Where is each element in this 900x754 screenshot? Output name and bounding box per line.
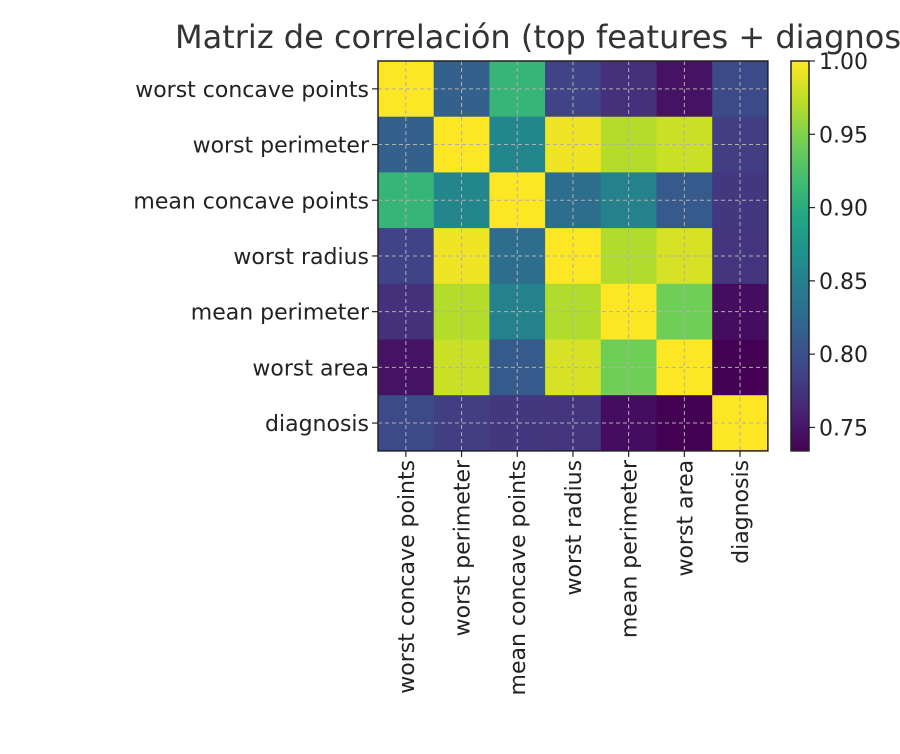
colorbar-tick-label: 1.00	[819, 50, 868, 75]
column-tick-label: worst perimeter	[451, 459, 476, 636]
colorbar-tick-label: 0.85	[819, 270, 868, 295]
column-tick-label: worst concave points	[395, 460, 420, 694]
chart-title: Matriz de correlación (top features + di…	[175, 18, 900, 56]
row-tick-label: worst concave points	[135, 78, 369, 103]
row-tick-labels: worst concave points worst perimeter mean …	[133, 78, 378, 437]
heatmap-gridlines	[378, 61, 768, 451]
heatmap-cell	[656, 339, 713, 396]
colorbar	[790, 60, 810, 452]
row-tick-label: diagnosis	[265, 412, 369, 437]
row-tick-label: worst perimeter	[193, 134, 370, 159]
colorbar-ticks: 0.75 0.80 0.85 0.90 0.95 1.00	[809, 50, 868, 441]
colorbar-tick-label: 0.75	[819, 416, 868, 441]
colorbar-tick-label: 0.90	[819, 197, 868, 222]
column-tick-label: mean perimeter	[618, 459, 643, 638]
colorbar-tick-label: 0.95	[819, 123, 868, 148]
row-tick-label: worst area	[252, 356, 369, 381]
colorbar-tick-label: 0.80	[819, 343, 868, 368]
column-tick-label: worst radius	[562, 460, 587, 596]
column-tick-labels: worst concave points worst perimeter mean …	[395, 450, 754, 696]
row-tick-label: mean concave points	[133, 189, 369, 214]
column-tick-label: diagnosis	[729, 460, 754, 564]
row-tick-label: worst radius	[233, 245, 369, 270]
row-tick-label: mean perimeter	[191, 301, 370, 326]
column-tick-label: worst area	[673, 460, 698, 577]
column-tick-label: mean concave points	[506, 460, 531, 696]
